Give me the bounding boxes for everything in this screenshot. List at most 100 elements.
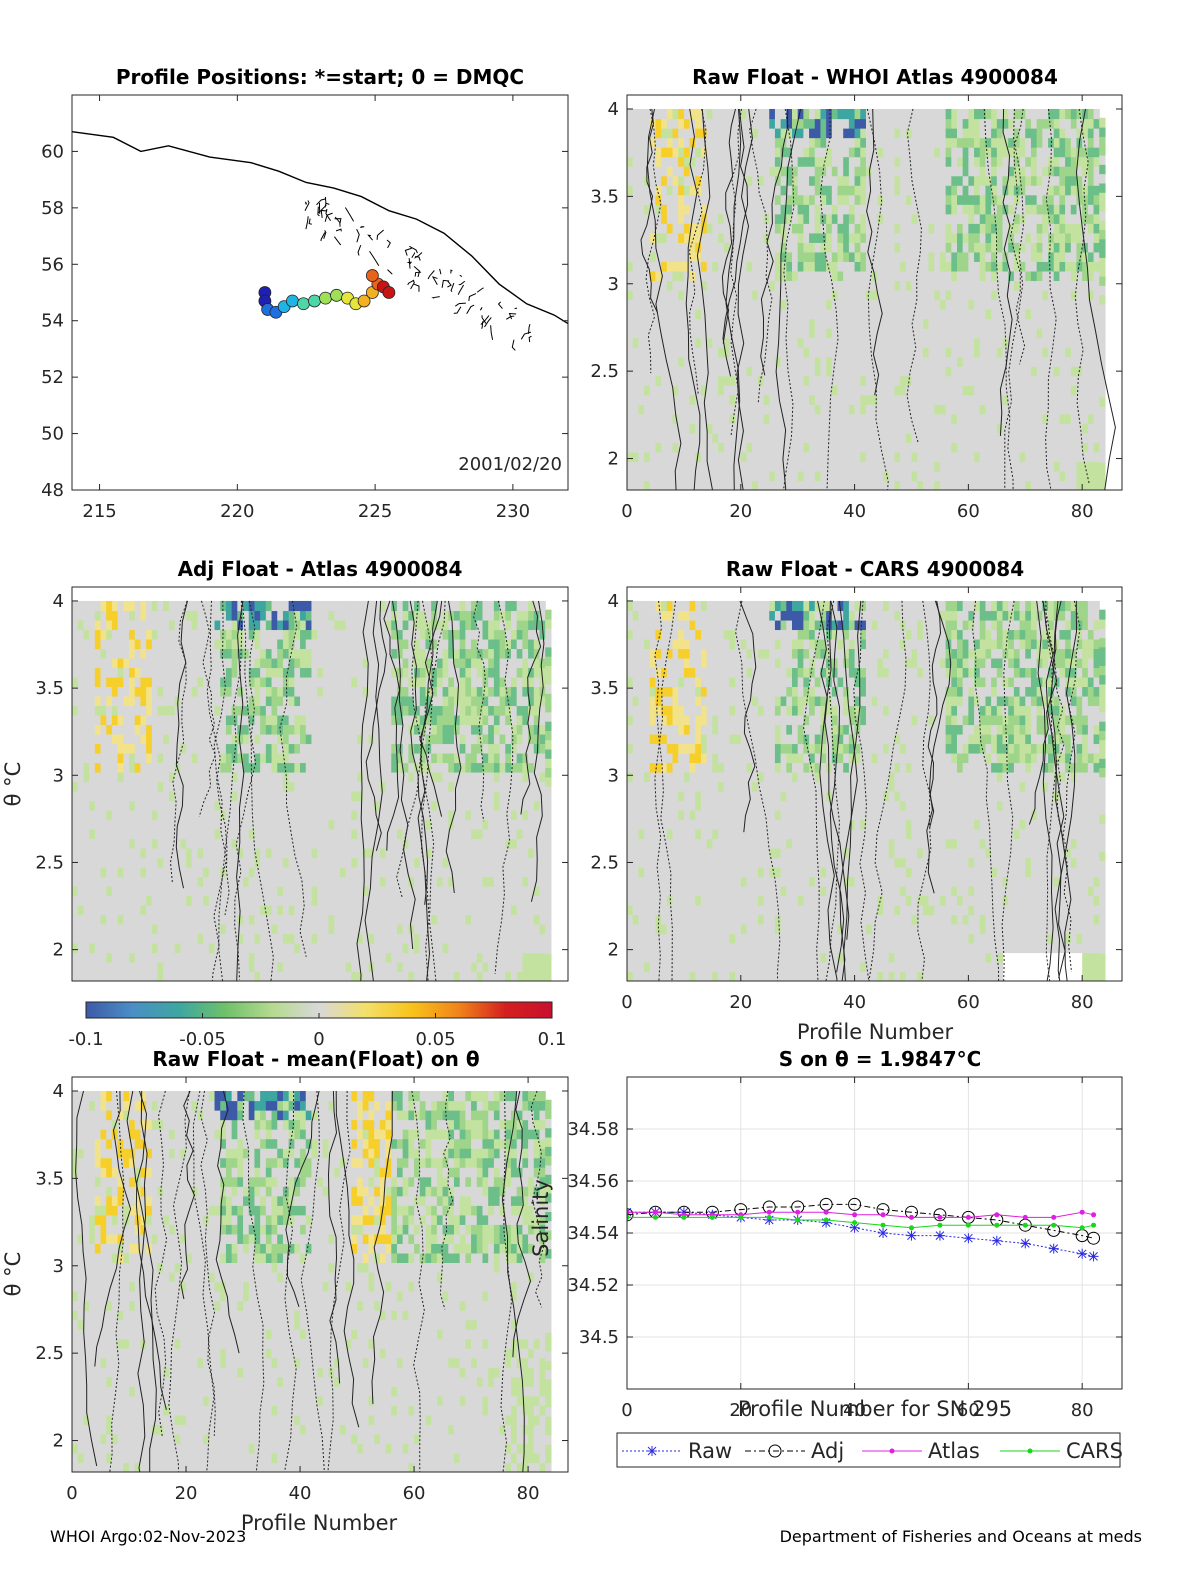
heatmap-cell <box>106 676 113 688</box>
heatmap-cell <box>655 156 662 167</box>
heatmap-cell <box>888 461 896 472</box>
heatmap-cell <box>752 156 759 167</box>
heatmap-cell <box>957 270 964 282</box>
heatmap-cell <box>129 657 136 669</box>
heatmap-cell <box>644 442 651 453</box>
heatmap-cell <box>123 971 130 981</box>
heatmap-cell <box>655 108 662 120</box>
heatmap-cell <box>883 280 890 291</box>
heatmap-cell <box>974 261 981 272</box>
heatmap-cell <box>632 156 639 167</box>
heatmap-cell <box>89 686 96 697</box>
heatmap-cell <box>860 328 867 339</box>
heatmap-cell <box>134 648 142 659</box>
heatmap-cell <box>883 451 890 463</box>
heatmap-cell <box>877 118 884 129</box>
heatmap-cell <box>254 724 261 735</box>
heatmap-cell <box>917 194 924 205</box>
heatmap-cell <box>1059 175 1066 186</box>
heatmap-cell <box>672 404 679 415</box>
heatmap-cell <box>1087 156 1095 167</box>
heatmap-cell <box>134 857 142 868</box>
heatmap-cell <box>163 610 170 621</box>
heatmap-cell <box>225 714 233 726</box>
heatmap-cell <box>163 885 170 897</box>
heatmap-cell <box>174 961 181 973</box>
heatmap-cell <box>803 394 810 405</box>
heatmap-cell <box>820 328 827 339</box>
heatmap-cell <box>220 657 227 669</box>
heatmap-cell <box>917 175 924 186</box>
heatmap-cell <box>168 686 176 697</box>
heatmap-cell <box>945 185 952 196</box>
heatmap-cell <box>951 137 958 148</box>
heatmap-cell <box>979 385 987 396</box>
heatmap-cell <box>243 686 250 697</box>
heatmap-cell <box>883 108 890 120</box>
heatmap-cell <box>1036 194 1043 205</box>
heatmap-cell <box>220 904 227 916</box>
heatmap-cell <box>1048 423 1055 434</box>
heatmap-cell <box>89 971 96 981</box>
heatmap-cell <box>678 432 685 443</box>
heatmap-cell <box>945 461 952 472</box>
heatmap-cell <box>174 933 181 944</box>
heatmap-cell <box>271 724 278 735</box>
heatmap-cell <box>134 686 142 697</box>
profile-position-marker <box>365 269 379 282</box>
heatmap-cell <box>180 885 187 897</box>
heatmap-cell <box>979 375 987 386</box>
heatmap-cell <box>180 705 187 716</box>
heatmap-cell <box>220 790 227 802</box>
heatmap-cell <box>735 232 742 243</box>
heatmap-cell <box>151 971 159 981</box>
heatmap-cell <box>1070 242 1078 253</box>
heatmap-cell <box>854 299 861 310</box>
heatmap-cell <box>225 752 233 764</box>
heatmap-cell <box>769 128 776 139</box>
heatmap-cell <box>934 385 941 396</box>
heatmap-cell <box>140 866 147 878</box>
heatmap-cell <box>1042 137 1049 148</box>
heatmap-cell <box>117 971 124 981</box>
heatmap-cell <box>661 356 668 367</box>
heatmap-cell <box>865 204 873 215</box>
heatmap-cell <box>72 667 79 678</box>
heatmap-cell <box>712 194 719 205</box>
heatmap-cell <box>271 743 278 754</box>
heatmap-cell <box>146 866 153 878</box>
heatmap-cell <box>1008 404 1015 415</box>
heatmap-cell <box>1042 213 1049 224</box>
heatmap-cell <box>265 771 273 783</box>
heatmap-cell <box>883 413 890 424</box>
heatmap-cell <box>939 394 947 405</box>
heatmap-cell <box>718 432 725 443</box>
heatmap-cell <box>928 213 935 224</box>
heatmap-cell <box>740 204 748 215</box>
heatmap-cell <box>985 442 992 453</box>
heatmap-cell <box>134 790 142 802</box>
heatmap-cell <box>1082 394 1089 405</box>
heatmap-cell <box>871 137 878 148</box>
heatmap-cell <box>757 366 765 377</box>
heatmap-cell <box>106 923 113 935</box>
heatmap-cell <box>214 847 221 859</box>
heatmap-cell <box>894 175 901 186</box>
heatmap-cell <box>1093 480 1100 490</box>
heatmap-cell <box>203 866 210 878</box>
heatmap-cell <box>900 204 907 215</box>
heatmap-cell <box>151 724 159 735</box>
heatmap-cell <box>985 461 992 472</box>
heatmap-cell <box>1036 442 1043 453</box>
heatmap-cell <box>106 752 113 764</box>
heatmap-cell <box>820 280 827 291</box>
heatmap-cell <box>1030 299 1038 310</box>
heatmap-cell <box>939 480 947 490</box>
heatmap-cell <box>94 885 102 897</box>
heatmap-cell <box>814 185 822 196</box>
heatmap-cell <box>985 232 992 243</box>
heatmap-cell <box>1036 242 1043 253</box>
heatmap-cell <box>939 242 947 253</box>
heatmap-cell <box>77 657 85 669</box>
heatmap-cell <box>77 610 85 621</box>
